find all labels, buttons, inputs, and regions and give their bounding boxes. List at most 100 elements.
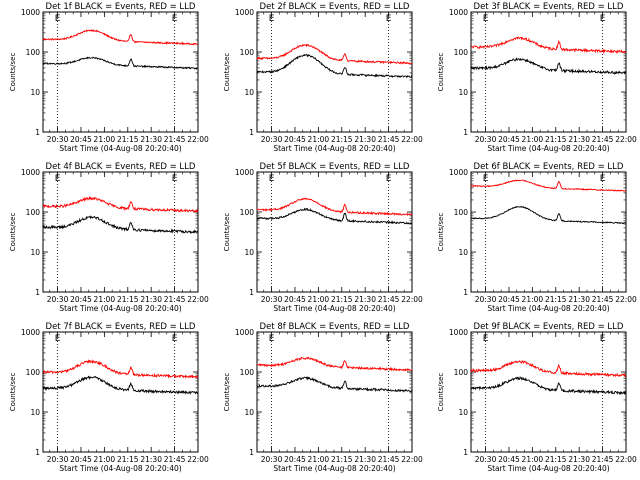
x-tick-label: 20:45: [498, 295, 520, 304]
x-axis-label: Start Time (04-Aug-08 20:20:40): [273, 304, 395, 313]
panel-title: Det 6f BLACK = Events, RED = LLD: [474, 162, 624, 172]
x-tick-label: 21:00: [94, 455, 116, 464]
y-tick-label: 100: [454, 208, 469, 217]
y-tick-label: 1000: [235, 8, 254, 17]
panel-title: Det 1f BLACK = Events, RED = LLD: [46, 2, 196, 12]
x-tick-label: 21:45: [378, 455, 400, 464]
y-tick-label: 1: [463, 448, 468, 457]
plot-frame: [42, 11, 199, 133]
time-marker-letter: E: [269, 174, 275, 184]
y-tick-label: 1: [249, 448, 254, 457]
panel-3: Det 3f BLACK = Events, RED = LLD 1 10 100 10…: [437, 2, 637, 153]
y-tick-label: 1: [249, 128, 254, 137]
time-marker-letter: E: [600, 334, 606, 344]
panel-title: Det 8f BLACK = Events, RED = LLD: [260, 322, 410, 332]
events-series-line: [470, 375, 627, 396]
x-tick-label: 20:30: [47, 455, 69, 464]
x-tick-label: 21:45: [378, 295, 400, 304]
y-tick-label: 10: [30, 88, 40, 97]
time-marker-letter: E: [269, 334, 275, 344]
time-marker-letter: E: [55, 174, 61, 184]
events-series-line: [470, 205, 627, 225]
x-tick-label: 21:15: [331, 135, 353, 144]
plot-frame: [42, 331, 199, 453]
x-tick-label: 21:45: [164, 295, 186, 304]
panel-4: Det 4f BLACK = Events, RED = LLD 1 10 100 10…: [9, 162, 209, 313]
y-axis-label: Counts/sec: [9, 53, 17, 92]
events-series-line: [256, 53, 413, 79]
x-tick-label: 20:30: [261, 455, 283, 464]
y-tick-label: 100: [240, 48, 255, 57]
x-tick-label: 21:30: [568, 295, 590, 304]
y-tick-label: 10: [30, 248, 40, 257]
y-tick-label: 10: [458, 248, 468, 257]
x-axis-label: Start Time (04-Aug-08 20:20:40): [487, 464, 609, 473]
y-tick-label: 1000: [449, 168, 468, 177]
x-tick-label: 20:30: [475, 295, 497, 304]
x-tick-label: 22:00: [615, 295, 637, 304]
y-tick-label: 10: [244, 88, 254, 97]
lld-series-line: [42, 29, 198, 46]
x-tick-label: 20:45: [284, 135, 306, 144]
x-tick-label: 20:45: [70, 455, 92, 464]
x-tick-label: 21:30: [568, 455, 590, 464]
x-axis-label: Start Time (04-Aug-08 20:20:40): [273, 464, 395, 473]
y-tick-label: 1: [35, 288, 40, 297]
y-tick-label: 10: [458, 408, 468, 417]
x-tick-label: 21:30: [354, 455, 376, 464]
x-axis-label: Start Time (04-Aug-08 20:20:40): [487, 144, 609, 153]
y-tick-label: 10: [30, 408, 40, 417]
lld-series-line: [470, 359, 627, 378]
y-tick-label: 100: [26, 368, 41, 377]
plot-frame: [256, 171, 413, 293]
x-tick-label: 21:15: [331, 455, 353, 464]
y-tick-label: 1: [463, 128, 468, 137]
time-marker-letter: E: [600, 174, 606, 184]
events-series-line: [42, 215, 199, 235]
x-tick-label: 21:45: [378, 135, 400, 144]
lld-series-line: [256, 43, 413, 65]
events-series-line: [42, 56, 198, 70]
panel-9: Det 9f BLACK = Events, RED = LLD 1 10 100 10…: [437, 322, 637, 473]
time-marker-letter: E: [55, 14, 61, 24]
events-series-line: [42, 375, 199, 395]
panel-1: Det 1f BLACK = Events, RED = LLD 1 10 100 10…: [9, 2, 209, 153]
x-tick-label: 21:00: [522, 455, 544, 464]
x-tick-label: 21:30: [140, 295, 162, 304]
x-tick-label: 21:30: [140, 135, 162, 144]
y-tick-label: 1000: [449, 8, 468, 17]
y-tick-label: 10: [458, 88, 468, 97]
y-tick-label: 1000: [235, 168, 254, 177]
y-tick-label: 1: [35, 448, 40, 457]
panel-2: Det 2f BLACK = Events, RED = LLD 1 10 100 10…: [223, 2, 423, 153]
time-marker-letter: E: [483, 174, 489, 184]
x-tick-label: 21:45: [164, 455, 186, 464]
y-axis-label: Counts/sec: [437, 53, 445, 92]
y-tick-label: 100: [240, 208, 255, 217]
x-tick-label: 21:15: [545, 135, 567, 144]
y-tick-label: 100: [26, 208, 41, 217]
x-tick-label: 21:00: [94, 135, 116, 144]
time-marker-letter: E: [386, 174, 392, 184]
x-tick-label: 21:00: [522, 135, 544, 144]
x-axis-label: Start Time (04-Aug-08 20:20:40): [59, 464, 181, 473]
y-axis-label: Counts/sec: [437, 373, 445, 412]
x-tick-label: 21:15: [117, 135, 139, 144]
x-tick-label: 20:30: [47, 295, 69, 304]
time-marker-letter: E: [269, 14, 275, 24]
x-tick-label: 21:15: [545, 455, 567, 464]
lld-series-line: [42, 195, 199, 214]
time-marker-letter: E: [386, 334, 392, 344]
time-marker-letter: E: [55, 334, 61, 344]
y-tick-label: 1000: [235, 328, 254, 337]
y-axis-label: Counts/sec: [9, 213, 17, 252]
x-tick-label: 21:15: [331, 295, 353, 304]
x-tick-label: 22:00: [401, 295, 423, 304]
x-tick-label: 21:00: [308, 455, 330, 464]
x-tick-label: 22:00: [401, 455, 423, 464]
x-tick-label: 20:45: [70, 135, 92, 144]
time-marker-letter: E: [483, 334, 489, 344]
y-tick-label: 100: [454, 48, 469, 57]
x-tick-label: 21:00: [522, 295, 544, 304]
y-tick-label: 1000: [21, 328, 40, 337]
